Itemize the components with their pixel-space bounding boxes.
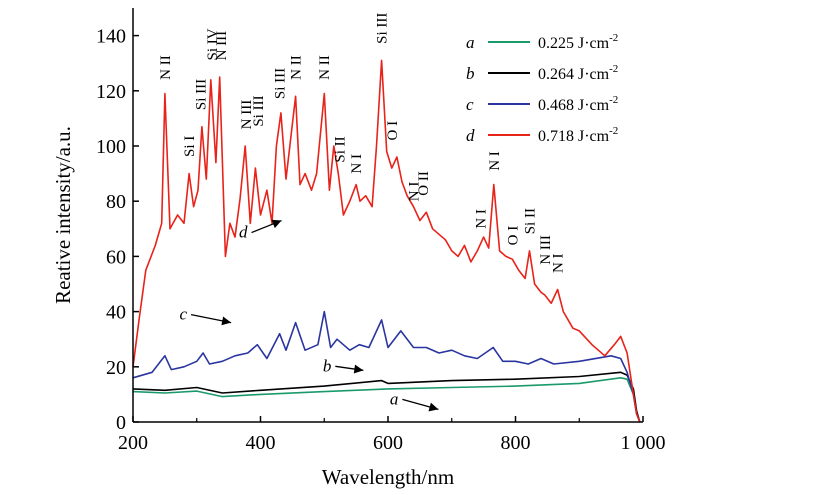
species-label: N I xyxy=(349,154,365,174)
species-label: N III xyxy=(538,235,554,265)
tick-marks xyxy=(132,34,644,423)
y-tick-label: 140 xyxy=(96,26,126,48)
curve-arrow-head xyxy=(271,219,282,229)
legend-value-b: 0.264 J·cm-2 xyxy=(538,63,618,83)
species-label: Si III xyxy=(251,95,267,126)
y-tick-label: 100 xyxy=(96,136,126,158)
species-label: N II xyxy=(317,55,333,80)
y-tick-label: 0 xyxy=(116,412,126,434)
species-label: N III xyxy=(214,31,230,61)
y-tick-label: 60 xyxy=(106,246,126,268)
species-label: Si II xyxy=(523,208,539,234)
species-label: Si III xyxy=(273,68,289,99)
y-tick-label: 80 xyxy=(106,191,126,213)
y-axis-title: Reative intensity/a.u. xyxy=(51,126,75,304)
curve-label-c: c xyxy=(180,305,188,324)
curve-label-a: a xyxy=(390,389,399,408)
species-label: N II xyxy=(289,55,305,80)
y-tick-label: 20 xyxy=(106,357,126,379)
x-axis-title: Wavelength/nm xyxy=(322,465,454,489)
species-label: Si II xyxy=(333,136,349,162)
curve-label-d: d xyxy=(239,223,248,242)
curve-arrow-head xyxy=(221,316,232,326)
species-label: Si I xyxy=(182,136,198,157)
x-tick-label: 400 xyxy=(246,432,276,454)
species-label: Si III xyxy=(375,13,391,44)
legend: a 0.225 J·cm-2 b 0.264 J·cm-2 c 0.468 J·cm-2 d… xyxy=(466,32,618,145)
species-label: O I xyxy=(505,226,521,246)
y-tick-label: 120 xyxy=(96,81,126,103)
legend-letter-a: a xyxy=(466,33,475,52)
curve-arrow-head xyxy=(428,402,439,412)
series-line-b xyxy=(132,371,641,423)
species-label: Si IV xyxy=(205,28,221,60)
legend-letter-b: b xyxy=(466,64,475,83)
species-label: N I xyxy=(487,151,503,171)
curve-arrow-head xyxy=(353,364,364,374)
species-label: O I xyxy=(385,121,401,141)
legend-value-c: 0.468 J·cm-2 xyxy=(538,94,618,114)
legend-value-d: 0.718 J·cm-2 xyxy=(538,125,618,145)
tick-labels: 0 20 40 60 80 100 120 140 200 400 600 800 1 000 xyxy=(96,26,666,454)
legend-value-a: 0.225 J·cm-2 xyxy=(538,32,618,52)
x-tick-label: 600 xyxy=(373,432,403,454)
legend-letter-c: c xyxy=(466,95,474,114)
species-label: N I xyxy=(551,253,567,273)
x-tick-label: 800 xyxy=(501,432,531,454)
species-label: Si III xyxy=(194,79,210,110)
x-tick-label: 1 000 xyxy=(621,432,666,454)
species-label: N I xyxy=(407,182,423,202)
species-label: N I xyxy=(473,209,489,229)
series-curves xyxy=(132,59,641,423)
species-label: O II xyxy=(416,171,432,196)
y-tick-label: 40 xyxy=(106,302,126,324)
series-line-a xyxy=(132,376,641,423)
curve-labels: d c b a xyxy=(180,219,439,412)
series-line-c xyxy=(132,310,641,423)
x-tick-label: 200 xyxy=(118,432,148,454)
species-label: N II xyxy=(158,55,174,80)
legend-letter-d: d xyxy=(466,126,475,145)
series-line-d xyxy=(132,59,641,423)
species-label: N III xyxy=(239,100,255,130)
curve-label-b: b xyxy=(323,356,332,375)
